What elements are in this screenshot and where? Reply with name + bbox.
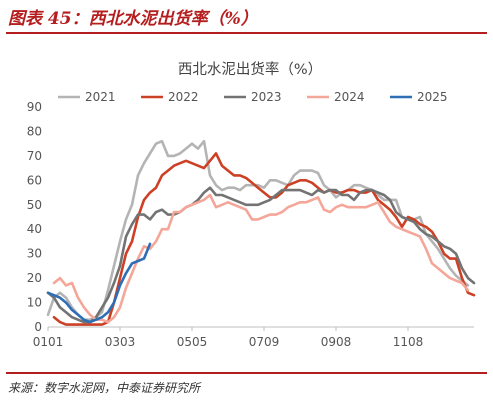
- y-tick-label: 90: [27, 100, 42, 114]
- legend-label-2023: 2023: [251, 90, 282, 104]
- legend-label-2021: 2021: [85, 90, 116, 104]
- chart-axes: 0 10 20 30 40 50 60 70 80 90 0101 0303 0505 0709 0908 1…: [27, 100, 474, 349]
- y-tick-label: 30: [27, 247, 42, 261]
- y-tick-label: 40: [27, 222, 42, 236]
- x-tick-label: 1108: [393, 335, 424, 349]
- y-tick-label: 60: [27, 173, 42, 187]
- y-tick-label: 0: [34, 320, 42, 334]
- source-note: 来源：数字水泥网，中泰证券研究所: [8, 381, 201, 395]
- title-rule: [6, 32, 487, 34]
- y-tick-label: 70: [27, 149, 42, 163]
- series-line-2024: [52, 193, 470, 324]
- series-line-2021: [46, 139, 470, 321]
- series-line-2022: [52, 152, 476, 326]
- figure-title: 图表 45：西北水泥出货率（%）: [8, 9, 258, 29]
- x-tick-label: 0101: [33, 335, 64, 349]
- series-line-2025: [46, 242, 152, 324]
- y-tick-label: 50: [27, 198, 42, 212]
- chart-title: 西北水泥出货率（%）: [178, 61, 322, 78]
- y-tick-label: 10: [27, 296, 42, 310]
- source-rule: [6, 372, 487, 374]
- series-line-2023: [46, 186, 476, 324]
- legend-label-2024: 2024: [334, 90, 365, 104]
- chart-legend: 2021 2022 2023 2024 2025: [58, 90, 448, 104]
- line-chart: 西北水泥出货率（%） 2021 2022 2023 2024 2025 0 10 20 30 4…: [27, 61, 476, 349]
- y-tick-label: 80: [27, 124, 42, 138]
- y-tick-label: 20: [27, 271, 42, 285]
- x-tick-label: 0908: [321, 335, 352, 349]
- legend-label-2025: 2025: [417, 90, 448, 104]
- x-tick-label: 0303: [105, 335, 136, 349]
- chart-series: [46, 139, 476, 326]
- x-tick-label: 0505: [177, 335, 208, 349]
- legend-label-2022: 2022: [168, 90, 199, 104]
- x-tick-label: 0709: [249, 335, 280, 349]
